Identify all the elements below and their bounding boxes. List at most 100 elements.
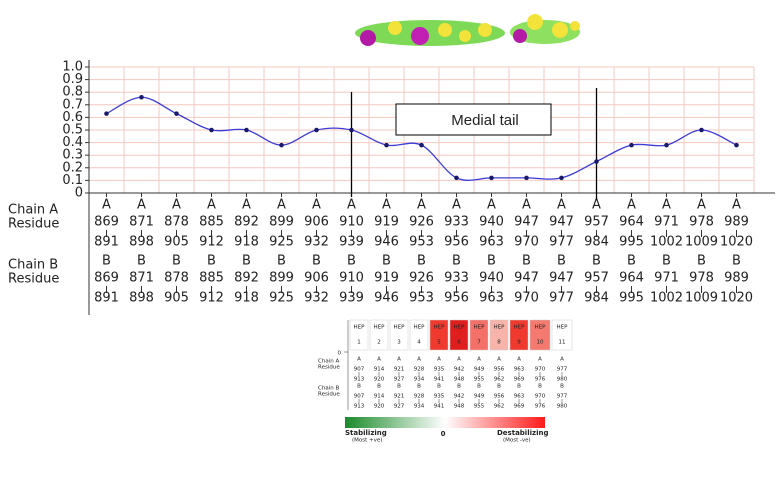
hep-number: 4 [417,340,421,346]
range-end: 962 [494,377,505,383]
chain-letter: B [457,384,461,390]
hep-number: 1 [357,340,361,346]
chain-letter: B [172,254,181,269]
x-tick-label: 878 [164,271,189,286]
point [349,127,354,133]
range-start: 956 [494,367,505,373]
point [419,142,424,148]
chain-letter: A [417,198,426,213]
x-tick-label-end: 891 [94,235,119,250]
hep-word: HEP [535,325,547,331]
x-tick-label: 971 [654,215,679,230]
y-tick-label: 0.2 [62,160,83,175]
scale-right-note: (Most -ve) [503,438,531,444]
x-tick-label: 899 [269,271,294,286]
protein-image [355,14,580,46]
hep-number: 9 [517,340,521,346]
x-tick-label-end: 932 [304,235,329,250]
chain-letter: B [497,384,501,390]
x-tick-label: 919 [374,215,399,230]
chain-letter: B [517,384,521,390]
x-tick-label: 892 [234,215,259,230]
x-tick-label-end: 1020 [720,235,753,250]
point [594,159,599,164]
range-start: 963 [514,367,525,373]
x-tick-label: 926 [409,271,434,286]
x-tick-label: 964 [619,271,644,286]
chain-letter: B [207,254,216,269]
range-start: 935 [434,394,445,400]
x-tick-label: 978 [689,215,714,230]
point [384,142,389,148]
chain-letter: B [417,254,426,269]
chain-letter: A [357,357,361,363]
range-end: 969 [514,404,525,410]
range-end: 941 [434,404,445,410]
x-tick-label-end: 912 [199,291,224,306]
hep-number: 6 [457,340,461,346]
chain-letter: B [477,384,481,390]
x-tick-label: 878 [164,215,189,230]
row-label: Chain B [8,258,58,273]
chain-letter: A [242,198,251,213]
x-tick-label-end: 977 [549,291,574,306]
chain-letter: A [347,198,356,213]
row-label: Chain B [318,386,339,392]
x-tick-label: 940 [479,215,504,230]
chain-letter: B [417,384,421,390]
chain-letter: A [102,198,111,213]
y-tick-label: 0.7 [62,97,83,112]
x-tick-label: 892 [234,271,259,286]
x-tick-label: 957 [584,215,609,230]
chain-letter: B [452,254,461,269]
point [699,127,704,133]
chain-letter: B [538,384,542,390]
chain-letter: A [397,357,401,363]
range-start: 963 [514,394,525,400]
hep-cell [429,319,449,351]
hep-number: 8 [497,340,501,346]
range-end: 934 [414,377,425,383]
x-tick-label: 869 [94,271,119,286]
y-tick-label: 1.0 [62,60,83,75]
x-tick-label-end: 963 [479,291,504,306]
range-start: 921 [394,367,405,373]
x-tick-label-end: 898 [129,235,154,250]
range-end: 927 [394,404,405,410]
x-tick-label-end: 939 [339,235,364,250]
range-start: 956 [494,394,505,400]
y-tick-label: 0.1 [62,173,83,188]
hep-word: HEP [414,325,426,331]
point [524,175,529,181]
chain-letter: B [560,384,564,390]
x-tick-label-end: 1009 [685,235,718,250]
point [629,142,634,148]
x-tick-label: 989 [724,215,749,230]
point [139,94,144,100]
scale-left-note: (Most +ve) [352,438,382,444]
x-tick-label-end: 905 [164,235,189,250]
range-end: 941 [434,377,445,383]
x-tick-label-end: 932 [304,291,329,306]
x-tick-label: 869 [94,215,119,230]
hep-number: 3 [397,340,401,346]
chain-letter: B [397,384,401,390]
range-end: 962 [494,404,505,410]
hep-word: HEP [394,325,406,331]
scale-left: Stabilizing [345,429,387,437]
x-tick-label-end: 956 [444,291,469,306]
x-tick-label: 933 [444,271,469,286]
hep-cell [551,319,573,351]
x-tick-label: 933 [444,215,469,230]
point [734,142,739,148]
x-tick-label: 957 [584,271,609,286]
hep-word: HEP [374,325,386,331]
x-tick-label-end: 912 [199,235,224,250]
x-tick-label: 871 [129,271,154,286]
hep-cell [409,319,429,351]
y-tick-label: 0 [75,186,83,201]
x-tick-label-end: 956 [444,235,469,250]
x-tick-label-end: 891 [94,291,119,306]
chain-letter: A [522,198,531,213]
